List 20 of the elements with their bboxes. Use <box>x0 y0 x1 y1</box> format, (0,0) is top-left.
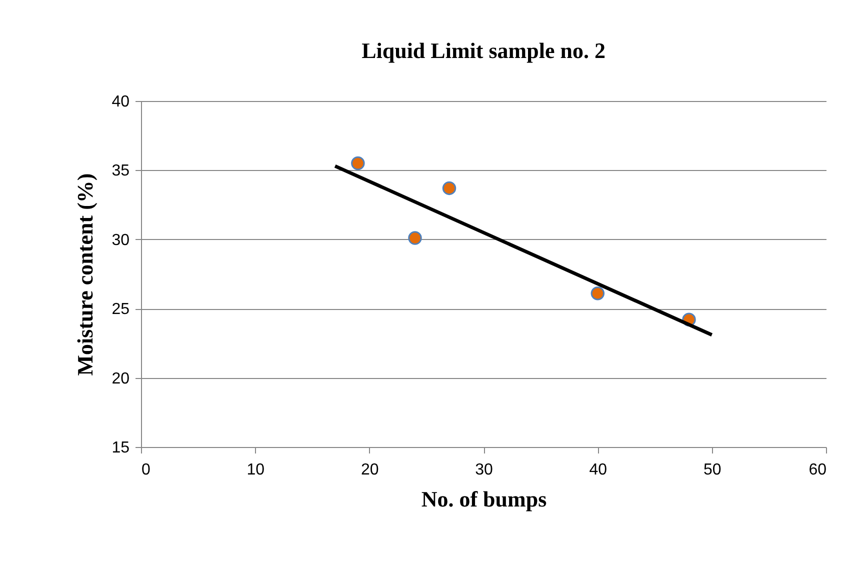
point <box>351 156 365 170</box>
x-tick-label: 50 <box>703 462 722 478</box>
y-tick-label: 20 <box>112 370 130 388</box>
y-tick-label: 35 <box>112 162 130 180</box>
y-tick-label: 15 <box>112 440 130 456</box>
point <box>442 181 456 196</box>
x-tick-label: 30 <box>475 462 493 478</box>
point <box>590 286 605 300</box>
x-tick-label: 20 <box>360 462 379 478</box>
x-tick-label: 60 <box>808 462 827 478</box>
y-tick-label: 25 <box>112 301 130 318</box>
y-tick-label: 40 <box>112 94 130 110</box>
point <box>408 231 422 245</box>
y-axis-title: Moisture content (%) <box>72 173 98 376</box>
x-tick-label: 40 <box>589 462 608 478</box>
x-tick-label: 10 <box>246 462 265 478</box>
chart-title: Liquid Limit sample no. 2 <box>362 38 606 63</box>
y-tick-label: 30 <box>112 232 130 249</box>
x-tick-label: 0 <box>142 462 150 478</box>
x-axis-title: No. of bumps <box>421 486 548 512</box>
